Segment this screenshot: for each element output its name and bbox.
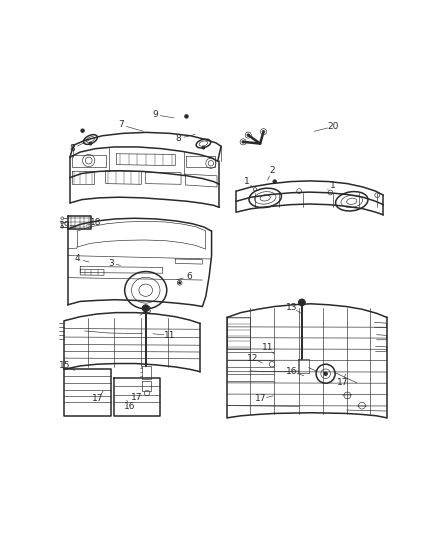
Text: 9: 9 [152, 110, 158, 119]
Text: 6: 6 [186, 272, 192, 281]
Text: 13: 13 [141, 306, 153, 315]
Text: 20: 20 [328, 122, 339, 131]
Text: 18: 18 [90, 218, 101, 227]
Circle shape [202, 146, 205, 149]
Text: 1: 1 [244, 177, 249, 186]
Text: 17: 17 [337, 378, 348, 387]
Circle shape [324, 372, 327, 375]
Text: 11: 11 [262, 343, 274, 352]
Text: 8: 8 [176, 134, 181, 143]
Circle shape [142, 305, 149, 312]
Text: 16: 16 [124, 402, 136, 411]
Text: 16: 16 [286, 367, 297, 376]
Text: 1: 1 [330, 182, 336, 190]
Text: 15: 15 [59, 361, 70, 370]
Text: 7: 7 [118, 120, 124, 130]
Circle shape [81, 129, 84, 132]
Circle shape [298, 299, 305, 306]
Text: 13: 13 [286, 303, 297, 312]
Text: 2: 2 [269, 166, 275, 175]
Circle shape [179, 282, 181, 284]
Text: 19: 19 [59, 221, 70, 230]
Text: 3: 3 [108, 259, 113, 268]
Circle shape [273, 180, 276, 183]
Circle shape [185, 115, 188, 118]
Text: 8: 8 [70, 144, 75, 153]
Text: 17: 17 [255, 394, 267, 403]
Circle shape [89, 142, 92, 145]
Text: 17: 17 [131, 393, 143, 402]
Text: 12: 12 [247, 353, 258, 362]
Text: 17: 17 [92, 394, 104, 403]
Text: 11: 11 [164, 331, 175, 340]
Text: 4: 4 [75, 254, 81, 263]
